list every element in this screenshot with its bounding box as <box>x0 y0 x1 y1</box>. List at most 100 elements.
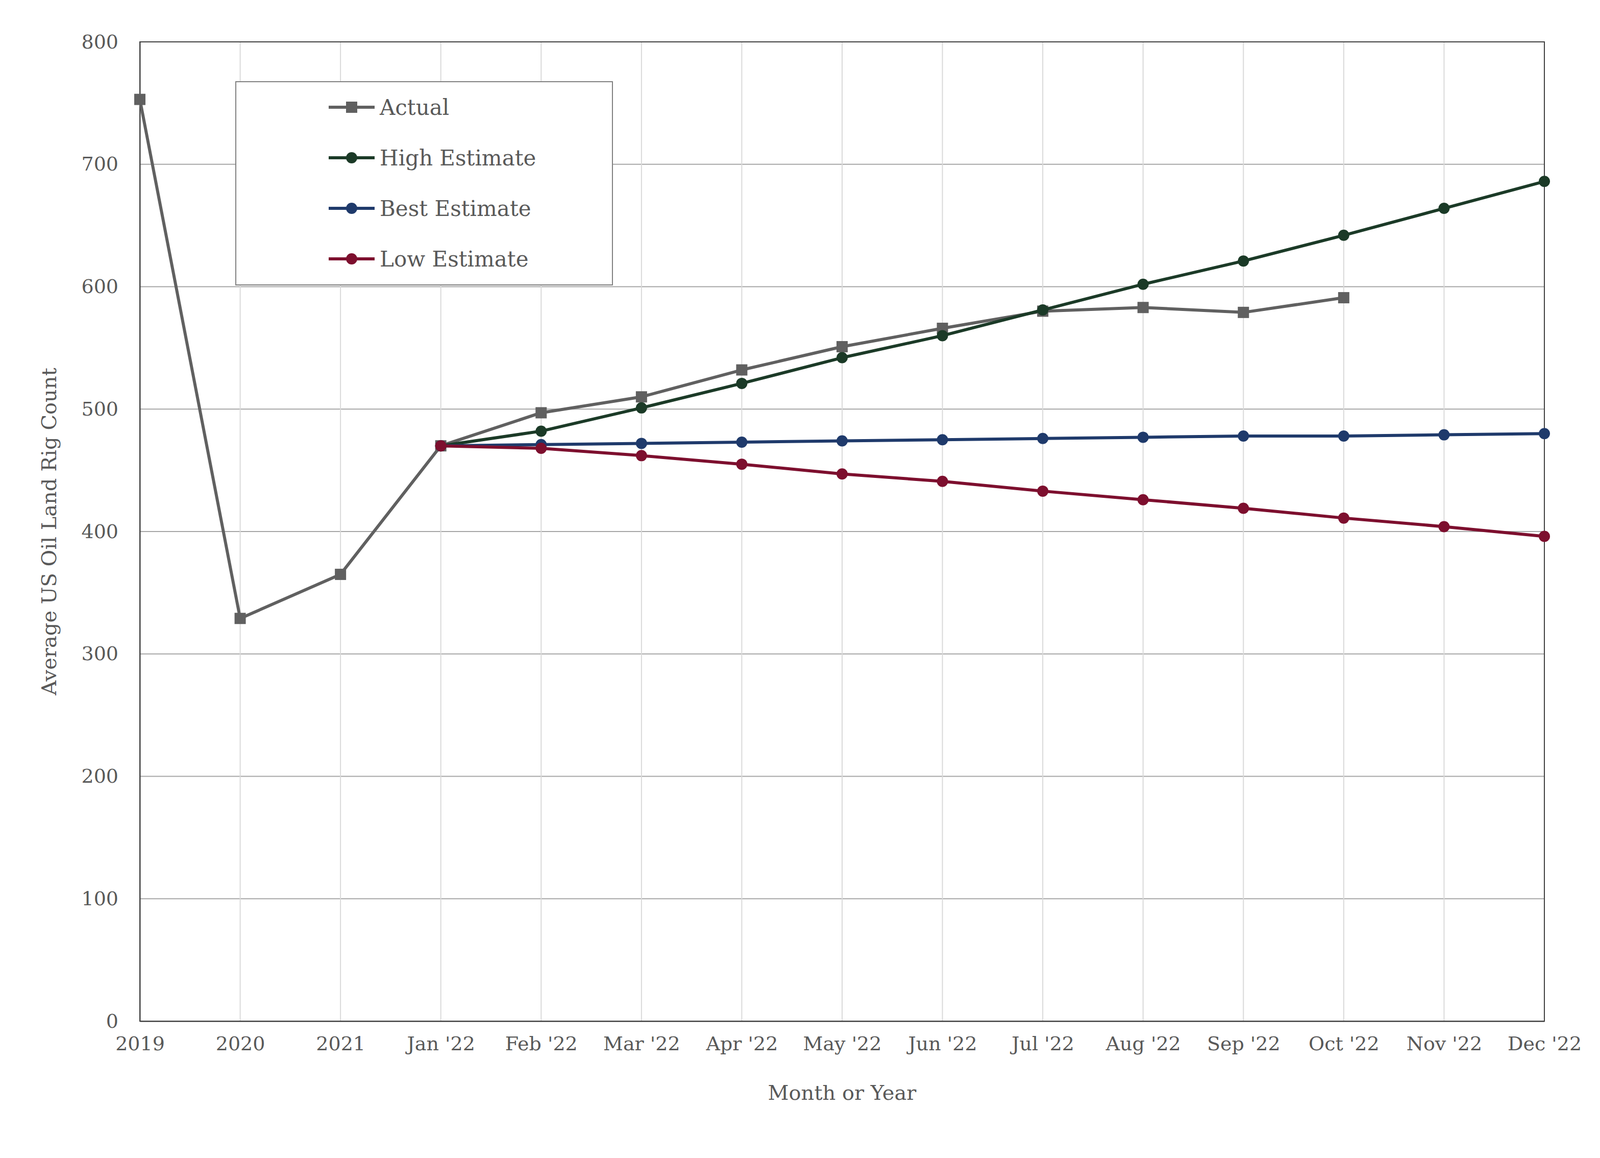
series-line <box>440 433 1545 446</box>
x-tick: 2020 <box>215 1020 266 1055</box>
series-marker <box>234 612 246 624</box>
x-tick-label: Sep '22 <box>1207 1031 1281 1055</box>
series-marker <box>1137 431 1149 443</box>
series-marker <box>836 340 848 353</box>
series-marker <box>635 402 648 414</box>
legend-label: High Estimate <box>379 145 536 171</box>
series-marker <box>1538 530 1550 543</box>
legend-entry: Best Estimate <box>328 195 532 221</box>
x-tick: Apr '22 <box>705 1020 779 1055</box>
series-marker <box>535 425 547 437</box>
series-marker <box>435 439 447 452</box>
legend: ActualHigh EstimateBest EstimateLow Esti… <box>235 81 613 285</box>
series-marker <box>334 568 347 580</box>
series-marker <box>535 406 547 418</box>
grid-line-x <box>641 41 643 1021</box>
x-axis: 2019 2020 2021 Jan '22 Feb '22 Mar '22 Apr '22… <box>115 1020 1582 1055</box>
series-marker <box>836 352 848 364</box>
series-marker <box>1438 429 1450 441</box>
x-tick-label: Dec '22 <box>1507 1031 1582 1055</box>
y-tick-label: 200 <box>81 764 119 787</box>
series-marker <box>1237 306 1249 318</box>
y-tick-label: 500 <box>81 397 119 421</box>
grid-line-x <box>942 41 944 1021</box>
legend-label: Actual <box>379 94 450 120</box>
series-marker <box>735 364 748 376</box>
series-marker <box>937 433 949 446</box>
series <box>435 439 1550 542</box>
x-tick-label: Aug '22 <box>1105 1031 1181 1055</box>
x-tick: Feb '22 <box>505 1020 578 1055</box>
x-tick: 2021 <box>315 1020 366 1055</box>
y-tick-label: 100 <box>81 887 119 910</box>
series-marker <box>435 439 447 452</box>
x-tick: Dec '22 <box>1507 1020 1582 1055</box>
series-marker <box>1338 229 1350 241</box>
x-tick-label: Apr '22 <box>705 1031 779 1055</box>
y-tick: 200 <box>81 764 140 787</box>
x-tick-label: Oct '22 <box>1308 1031 1380 1055</box>
x-tick-label: Nov '22 <box>1406 1031 1483 1055</box>
series <box>435 427 1550 452</box>
legend-box <box>235 81 613 285</box>
series-marker <box>1037 432 1049 445</box>
y-tick: 700 <box>81 152 140 176</box>
grid-line-x <box>841 41 843 1021</box>
x-tick: Mar '22 <box>603 1020 681 1055</box>
legend-entry: High Estimate <box>328 145 536 171</box>
y-tick-label: 700 <box>81 152 119 176</box>
x-tick: Sep '22 <box>1207 1020 1281 1055</box>
series-marker <box>937 475 949 487</box>
legend-marker <box>346 202 358 214</box>
y-axis-title: Average US Oil Land Rig Count <box>37 367 61 696</box>
y-tick: 800 <box>81 30 140 54</box>
series-marker <box>535 442 547 454</box>
series-marker <box>1538 175 1550 187</box>
x-tick-label: Feb '22 <box>505 1031 578 1055</box>
legend-marker <box>346 253 358 265</box>
grid-line-x <box>1142 41 1144 1021</box>
legend-entry: Actual <box>328 94 450 120</box>
x-tick: 2019 <box>115 1020 165 1055</box>
chart: 0 100 200 300 400 500 600 700 800 2019 2020 2021 Jan… <box>0 0 1600 1158</box>
y-tick-label: 600 <box>81 275 119 298</box>
x-tick-label: 2021 <box>315 1031 366 1055</box>
x-tick-label: 2020 <box>215 1031 266 1055</box>
series-marker <box>1438 202 1450 214</box>
y-tick-label: 0 <box>106 1009 119 1032</box>
grid-line-x <box>741 41 743 1021</box>
x-tick: Oct '22 <box>1308 1020 1380 1055</box>
x-tick: May '22 <box>803 1020 882 1055</box>
series-marker <box>1237 430 1249 442</box>
y-tick-label: 400 <box>81 520 119 543</box>
series-marker <box>435 439 447 452</box>
series-marker <box>1538 427 1550 439</box>
series-marker <box>836 435 848 447</box>
x-tick-label: Jun '22 <box>906 1031 978 1055</box>
series-marker <box>1137 301 1149 313</box>
series-marker <box>1037 304 1049 316</box>
series-line <box>440 445 1545 536</box>
y-tick: 400 <box>81 520 140 543</box>
y-tick-label: 300 <box>81 642 119 665</box>
series-marker <box>635 437 648 449</box>
y-tick: 500 <box>81 397 140 421</box>
y-tick: 0 <box>106 1009 140 1032</box>
y-tick-label: 800 <box>81 30 119 54</box>
series-marker <box>1338 291 1350 304</box>
x-tick-label: Jan '22 <box>405 1031 476 1055</box>
series-marker <box>134 93 146 106</box>
grid-line-x <box>1343 41 1345 1021</box>
series-marker <box>1137 494 1149 506</box>
grid <box>139 41 1545 1021</box>
x-axis-title: Month or Year <box>768 1080 918 1104</box>
series-marker <box>735 377 748 389</box>
x-tick: Jul '22 <box>1009 1020 1075 1055</box>
series-marker <box>435 439 447 452</box>
legend-label: Best Estimate <box>379 195 532 221</box>
x-tick-label: Jul '22 <box>1009 1031 1075 1055</box>
x-tick: Jan '22 <box>405 1020 476 1055</box>
series-marker <box>735 458 748 470</box>
plot-frame <box>139 41 1545 1021</box>
legend-marker <box>346 152 358 164</box>
